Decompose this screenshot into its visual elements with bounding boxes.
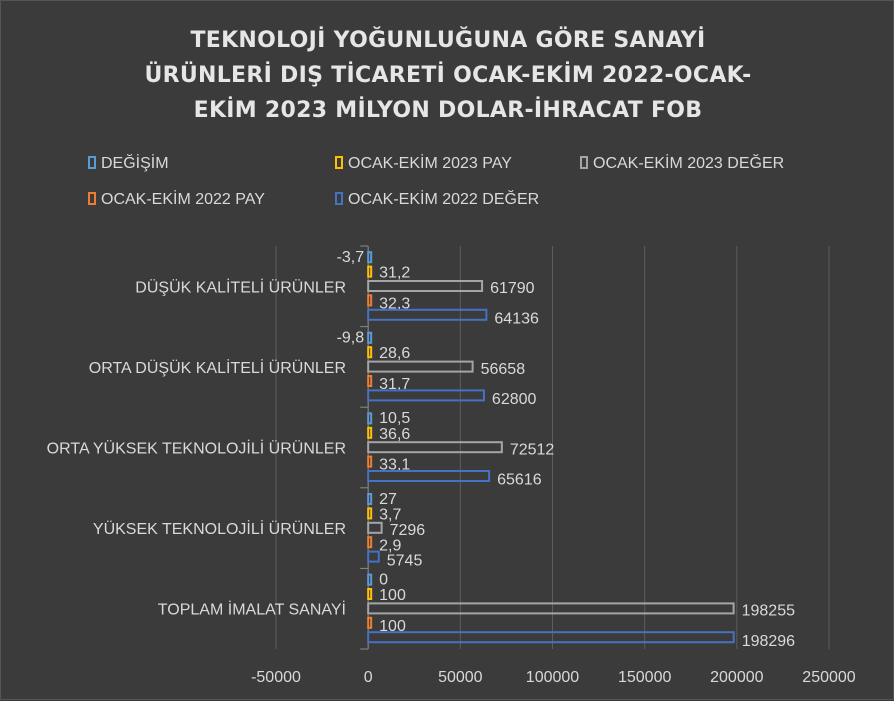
x-tick-label: 50000 bbox=[438, 669, 483, 686]
bar bbox=[367, 346, 373, 359]
x-tick-label: 0 bbox=[364, 669, 373, 686]
legend-swatch bbox=[88, 192, 96, 205]
bar bbox=[367, 426, 373, 439]
bar bbox=[367, 573, 373, 586]
x-tick-label: -50000 bbox=[251, 669, 301, 686]
data-label: 32,3 bbox=[379, 296, 410, 313]
category-label: YÜKSEK TEKNOLOJİLİ ÜRÜNLER bbox=[93, 519, 346, 538]
bar bbox=[367, 360, 474, 373]
data-label: 31,7 bbox=[379, 376, 410, 393]
legend-label: DEĞİŞİM bbox=[101, 153, 169, 172]
bar bbox=[367, 470, 491, 482]
legend-label: OCAK-EKİM 2023 DEĞER bbox=[593, 153, 784, 172]
bar bbox=[367, 441, 503, 454]
bar bbox=[367, 251, 373, 264]
bar bbox=[367, 294, 373, 307]
data-label: 100 bbox=[379, 587, 406, 604]
data-label: 64136 bbox=[494, 311, 539, 328]
bar bbox=[367, 616, 373, 629]
data-label: 65616 bbox=[497, 472, 542, 489]
bar bbox=[367, 308, 488, 321]
category-label: ORTA YÜKSEK TEKNOLOJİLİ ÜRÜNLER bbox=[47, 439, 346, 458]
data-label: 72512 bbox=[510, 441, 555, 458]
bar bbox=[367, 375, 373, 387]
x-tick-label: 100000 bbox=[526, 669, 579, 686]
x-tick-label: 150000 bbox=[618, 669, 671, 686]
bar bbox=[367, 536, 373, 549]
data-label: 28,6 bbox=[379, 345, 410, 362]
data-label: 5745 bbox=[387, 552, 423, 569]
data-label: 31,2 bbox=[379, 265, 410, 282]
data-label: 61790 bbox=[490, 280, 535, 297]
category-label: ORTA DÜŞÜK KALİTELİ ÜRÜNLER bbox=[89, 358, 346, 377]
data-label: -9,8 bbox=[337, 330, 365, 347]
data-label: 198255 bbox=[742, 603, 795, 620]
legend-label: OCAK-EKİM 2022 DEĞER bbox=[348, 189, 539, 208]
bar bbox=[367, 493, 373, 505]
bar bbox=[367, 265, 373, 278]
category-label: TOPLAM İMALAT SANAYİ bbox=[158, 600, 346, 619]
data-label: 56658 bbox=[481, 361, 526, 378]
legend-label: OCAK-EKİM 2023 PAY bbox=[348, 153, 512, 172]
data-label: 100 bbox=[379, 618, 406, 635]
data-label: 3,7 bbox=[379, 506, 401, 523]
data-label: 198296 bbox=[742, 633, 795, 650]
legend-swatch bbox=[580, 156, 588, 169]
bar bbox=[367, 412, 373, 425]
chart-title-line-2: ÜRÜNLERİ DIŞ TİCARETİ OCAK-EKİM 2022-OCA… bbox=[144, 63, 752, 88]
chart-title-line-3: EKİM 2023 MİLYON DOLAR-İHRACAT FOB bbox=[193, 98, 703, 123]
chart-title-line-1: TEKNOLOJİ YOĞUNLUĞUNA GÖRE SANAYİ bbox=[190, 28, 706, 53]
data-label: 0 bbox=[379, 571, 388, 588]
data-label: 62800 bbox=[492, 391, 537, 408]
data-label: 33,1 bbox=[379, 457, 410, 474]
legend-swatch bbox=[88, 156, 96, 169]
legend-swatch bbox=[335, 192, 343, 205]
bar bbox=[367, 521, 383, 534]
data-label: 10,5 bbox=[379, 410, 410, 427]
data-label: 27 bbox=[379, 491, 397, 508]
data-label: 7296 bbox=[390, 522, 426, 539]
bar bbox=[367, 389, 485, 402]
bar bbox=[367, 507, 373, 520]
bar bbox=[367, 602, 735, 615]
x-tick-label: 200000 bbox=[710, 669, 763, 686]
data-label: 2,9 bbox=[379, 537, 401, 554]
x-tick-label: 250000 bbox=[802, 669, 855, 686]
legend-swatch bbox=[335, 156, 343, 169]
bar bbox=[367, 550, 380, 563]
bar bbox=[367, 588, 373, 600]
category-label: DÜŞÜK KALİTELİ ÜRÜNLER bbox=[135, 277, 346, 296]
bar bbox=[367, 455, 373, 468]
bar bbox=[367, 280, 484, 292]
bar bbox=[367, 631, 735, 644]
legend-label: OCAK-EKİM 2022 PAY bbox=[101, 189, 265, 208]
data-label: 36,6 bbox=[379, 426, 410, 443]
data-label: -3,7 bbox=[337, 249, 365, 266]
bar bbox=[367, 331, 373, 344]
